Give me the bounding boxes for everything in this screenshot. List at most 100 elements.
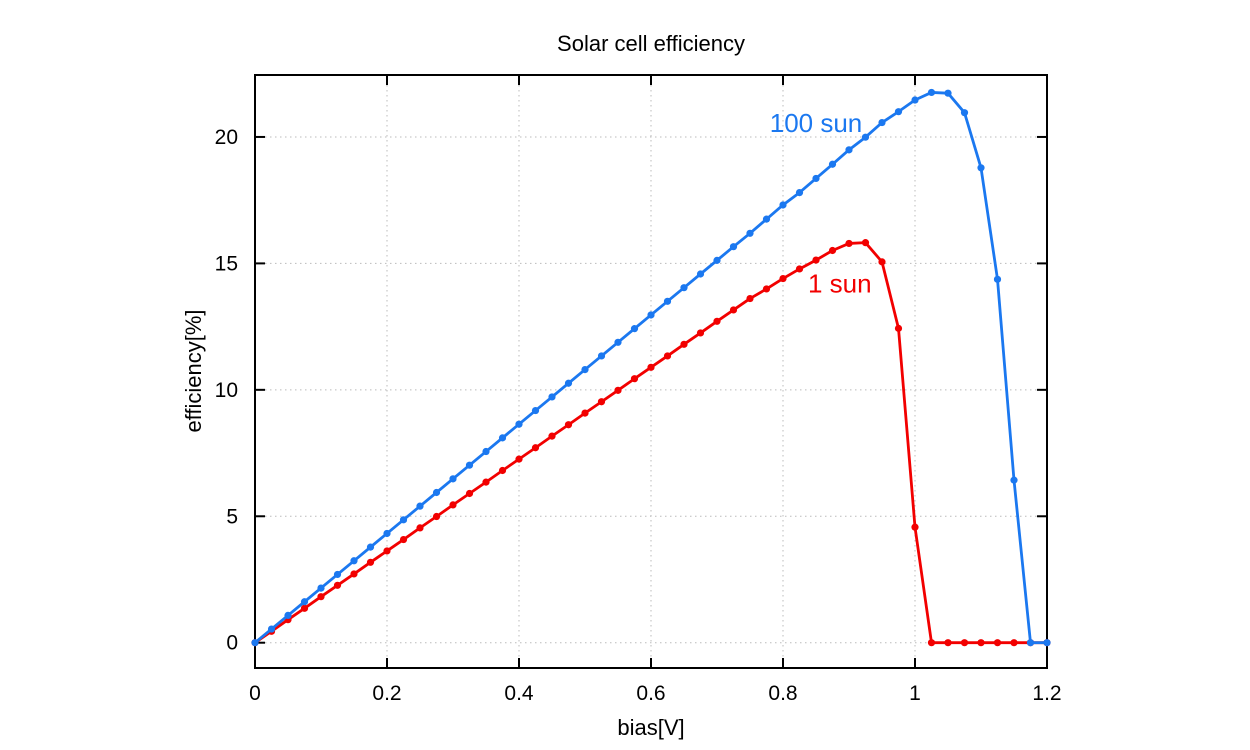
series-100-sun-marker bbox=[960, 109, 969, 117]
series-100-sun-marker bbox=[861, 133, 870, 141]
series-1-sun-marker bbox=[317, 593, 325, 601]
series-1-sun-marker bbox=[828, 246, 837, 255]
series-100-sun-marker bbox=[845, 146, 853, 154]
series-1-sun-marker bbox=[713, 317, 721, 325]
gridlines bbox=[255, 75, 1047, 668]
series-100-sun-marker bbox=[1026, 639, 1035, 647]
y-axis-label: efficiency[%] bbox=[181, 309, 206, 433]
series-100-sun-marker bbox=[449, 475, 457, 483]
series-100-sun-marker bbox=[564, 379, 573, 387]
x-tick-label: 0.4 bbox=[504, 682, 534, 705]
series-1-sun-marker bbox=[812, 256, 820, 264]
series-1-sun-marker bbox=[531, 444, 540, 452]
x-axis-label: bias[V] bbox=[617, 715, 685, 740]
series-1-sun-marker bbox=[432, 512, 441, 521]
x-tick-label: 0.8 bbox=[768, 682, 797, 705]
x-tick-label: 1.2 bbox=[1032, 682, 1061, 705]
series-100-sun-marker bbox=[713, 256, 721, 264]
series-1-sun-marker bbox=[762, 285, 771, 293]
series-1-sun-marker bbox=[1010, 639, 1018, 647]
series-label-1-sun: 1 sun bbox=[808, 269, 872, 299]
series-100-sun-marker bbox=[828, 160, 837, 168]
series-100-sun-marker bbox=[1010, 476, 1018, 484]
series-1-sun-marker bbox=[366, 558, 375, 566]
series-1-sun-marker bbox=[845, 239, 853, 248]
series-1-sun-marker bbox=[927, 639, 936, 647]
series-1-sun-marker bbox=[449, 501, 457, 509]
series-1-sun-marker bbox=[383, 547, 391, 555]
series-100-sun-marker bbox=[416, 502, 424, 510]
y-tick-label: 5 bbox=[226, 505, 238, 528]
tick-labels: 0 0.2 0.4 0.6 0.8 1 1.2 0 5 10 15 20 bbox=[215, 126, 1062, 705]
series-100-sun-marker bbox=[911, 96, 919, 104]
series-100-sun-marker bbox=[333, 570, 342, 579]
series-100-sun-marker bbox=[746, 229, 754, 237]
series-1-sun-marker bbox=[746, 294, 754, 303]
series-100-sun-marker bbox=[383, 529, 391, 538]
series-1-sun-marker bbox=[333, 581, 342, 589]
series-1-sun-marker bbox=[482, 478, 490, 486]
series-1-sun-marker bbox=[581, 409, 589, 417]
series-100-sun-marker bbox=[317, 584, 325, 592]
series-100-sun-marker bbox=[663, 297, 672, 305]
series-1-sun-marker bbox=[498, 466, 507, 475]
series-1-sun-marker bbox=[960, 639, 969, 647]
series-1-sun-marker bbox=[300, 604, 309, 612]
series-100-sun-marker bbox=[993, 275, 1002, 283]
series-1-sun-marker bbox=[878, 258, 886, 266]
series-100-sun-marker bbox=[498, 434, 507, 442]
series-100-sun-marker bbox=[432, 488, 441, 497]
series-100-sun-marker bbox=[581, 366, 589, 374]
series-100-sun bbox=[251, 88, 1051, 647]
y-tick-label: 10 bbox=[215, 379, 238, 402]
y-tick-label: 20 bbox=[215, 126, 238, 149]
series-100-sun-marker bbox=[762, 215, 771, 223]
series-1-sun-marker bbox=[911, 523, 919, 531]
series-100-sun-marker bbox=[944, 89, 952, 97]
series-100-sun-marker bbox=[680, 284, 688, 292]
series-100-sun-marker bbox=[399, 516, 408, 524]
series-100-sun-marker bbox=[300, 598, 309, 606]
series-1-sun-marker bbox=[515, 455, 523, 463]
series-1-sun-marker bbox=[548, 432, 556, 440]
series-label-100-sun: 100 sun bbox=[770, 108, 863, 138]
series-100-sun-marker bbox=[267, 625, 276, 633]
series-100-sun-marker bbox=[465, 461, 474, 469]
series-100-sun-marker bbox=[350, 557, 358, 565]
chart-title: Solar cell efficiency bbox=[557, 31, 745, 56]
series-100-sun-marker bbox=[795, 188, 804, 197]
series-1-sun-marker bbox=[399, 535, 408, 544]
x-tick-label: 0.6 bbox=[636, 682, 665, 705]
series-1-sun-marker bbox=[647, 363, 655, 371]
series-1-sun-marker bbox=[416, 524, 424, 532]
series-100-sun-marker bbox=[614, 338, 622, 346]
series-1-sun-marker bbox=[696, 329, 705, 337]
series-100-sun-marker bbox=[647, 311, 655, 319]
series-100-sun-marker bbox=[366, 543, 375, 551]
series-100-sun-marker bbox=[251, 639, 259, 647]
y-tick-label: 0 bbox=[226, 632, 238, 655]
series-100-sun-marker bbox=[812, 174, 820, 183]
series-100-sun-marker bbox=[729, 243, 738, 251]
x-tick-label: 0 bbox=[249, 682, 261, 705]
x-tick-label: 1 bbox=[909, 682, 921, 705]
series-1-sun-marker bbox=[564, 421, 573, 429]
series-100-sun-marker bbox=[878, 118, 886, 127]
series-1-sun bbox=[251, 239, 1051, 647]
series-100-sun-marker bbox=[531, 406, 540, 415]
series-100-sun-marker bbox=[548, 393, 556, 401]
series-100-sun-marker bbox=[597, 352, 606, 360]
series-100-sun-marker bbox=[284, 611, 292, 620]
series-1-sun-marker bbox=[597, 398, 606, 406]
series-1-sun-marker bbox=[614, 386, 622, 394]
series-1-sun-marker bbox=[993, 639, 1002, 647]
series-100-sun-marker bbox=[1043, 639, 1051, 647]
x-tick-label: 0.2 bbox=[372, 682, 401, 705]
series-100-sun-marker bbox=[977, 164, 985, 172]
series-100-sun-marker bbox=[927, 88, 936, 97]
series-100-sun-marker bbox=[894, 108, 903, 116]
series-1-sun-marker bbox=[795, 265, 804, 273]
series-1-sun-marker bbox=[977, 639, 985, 647]
